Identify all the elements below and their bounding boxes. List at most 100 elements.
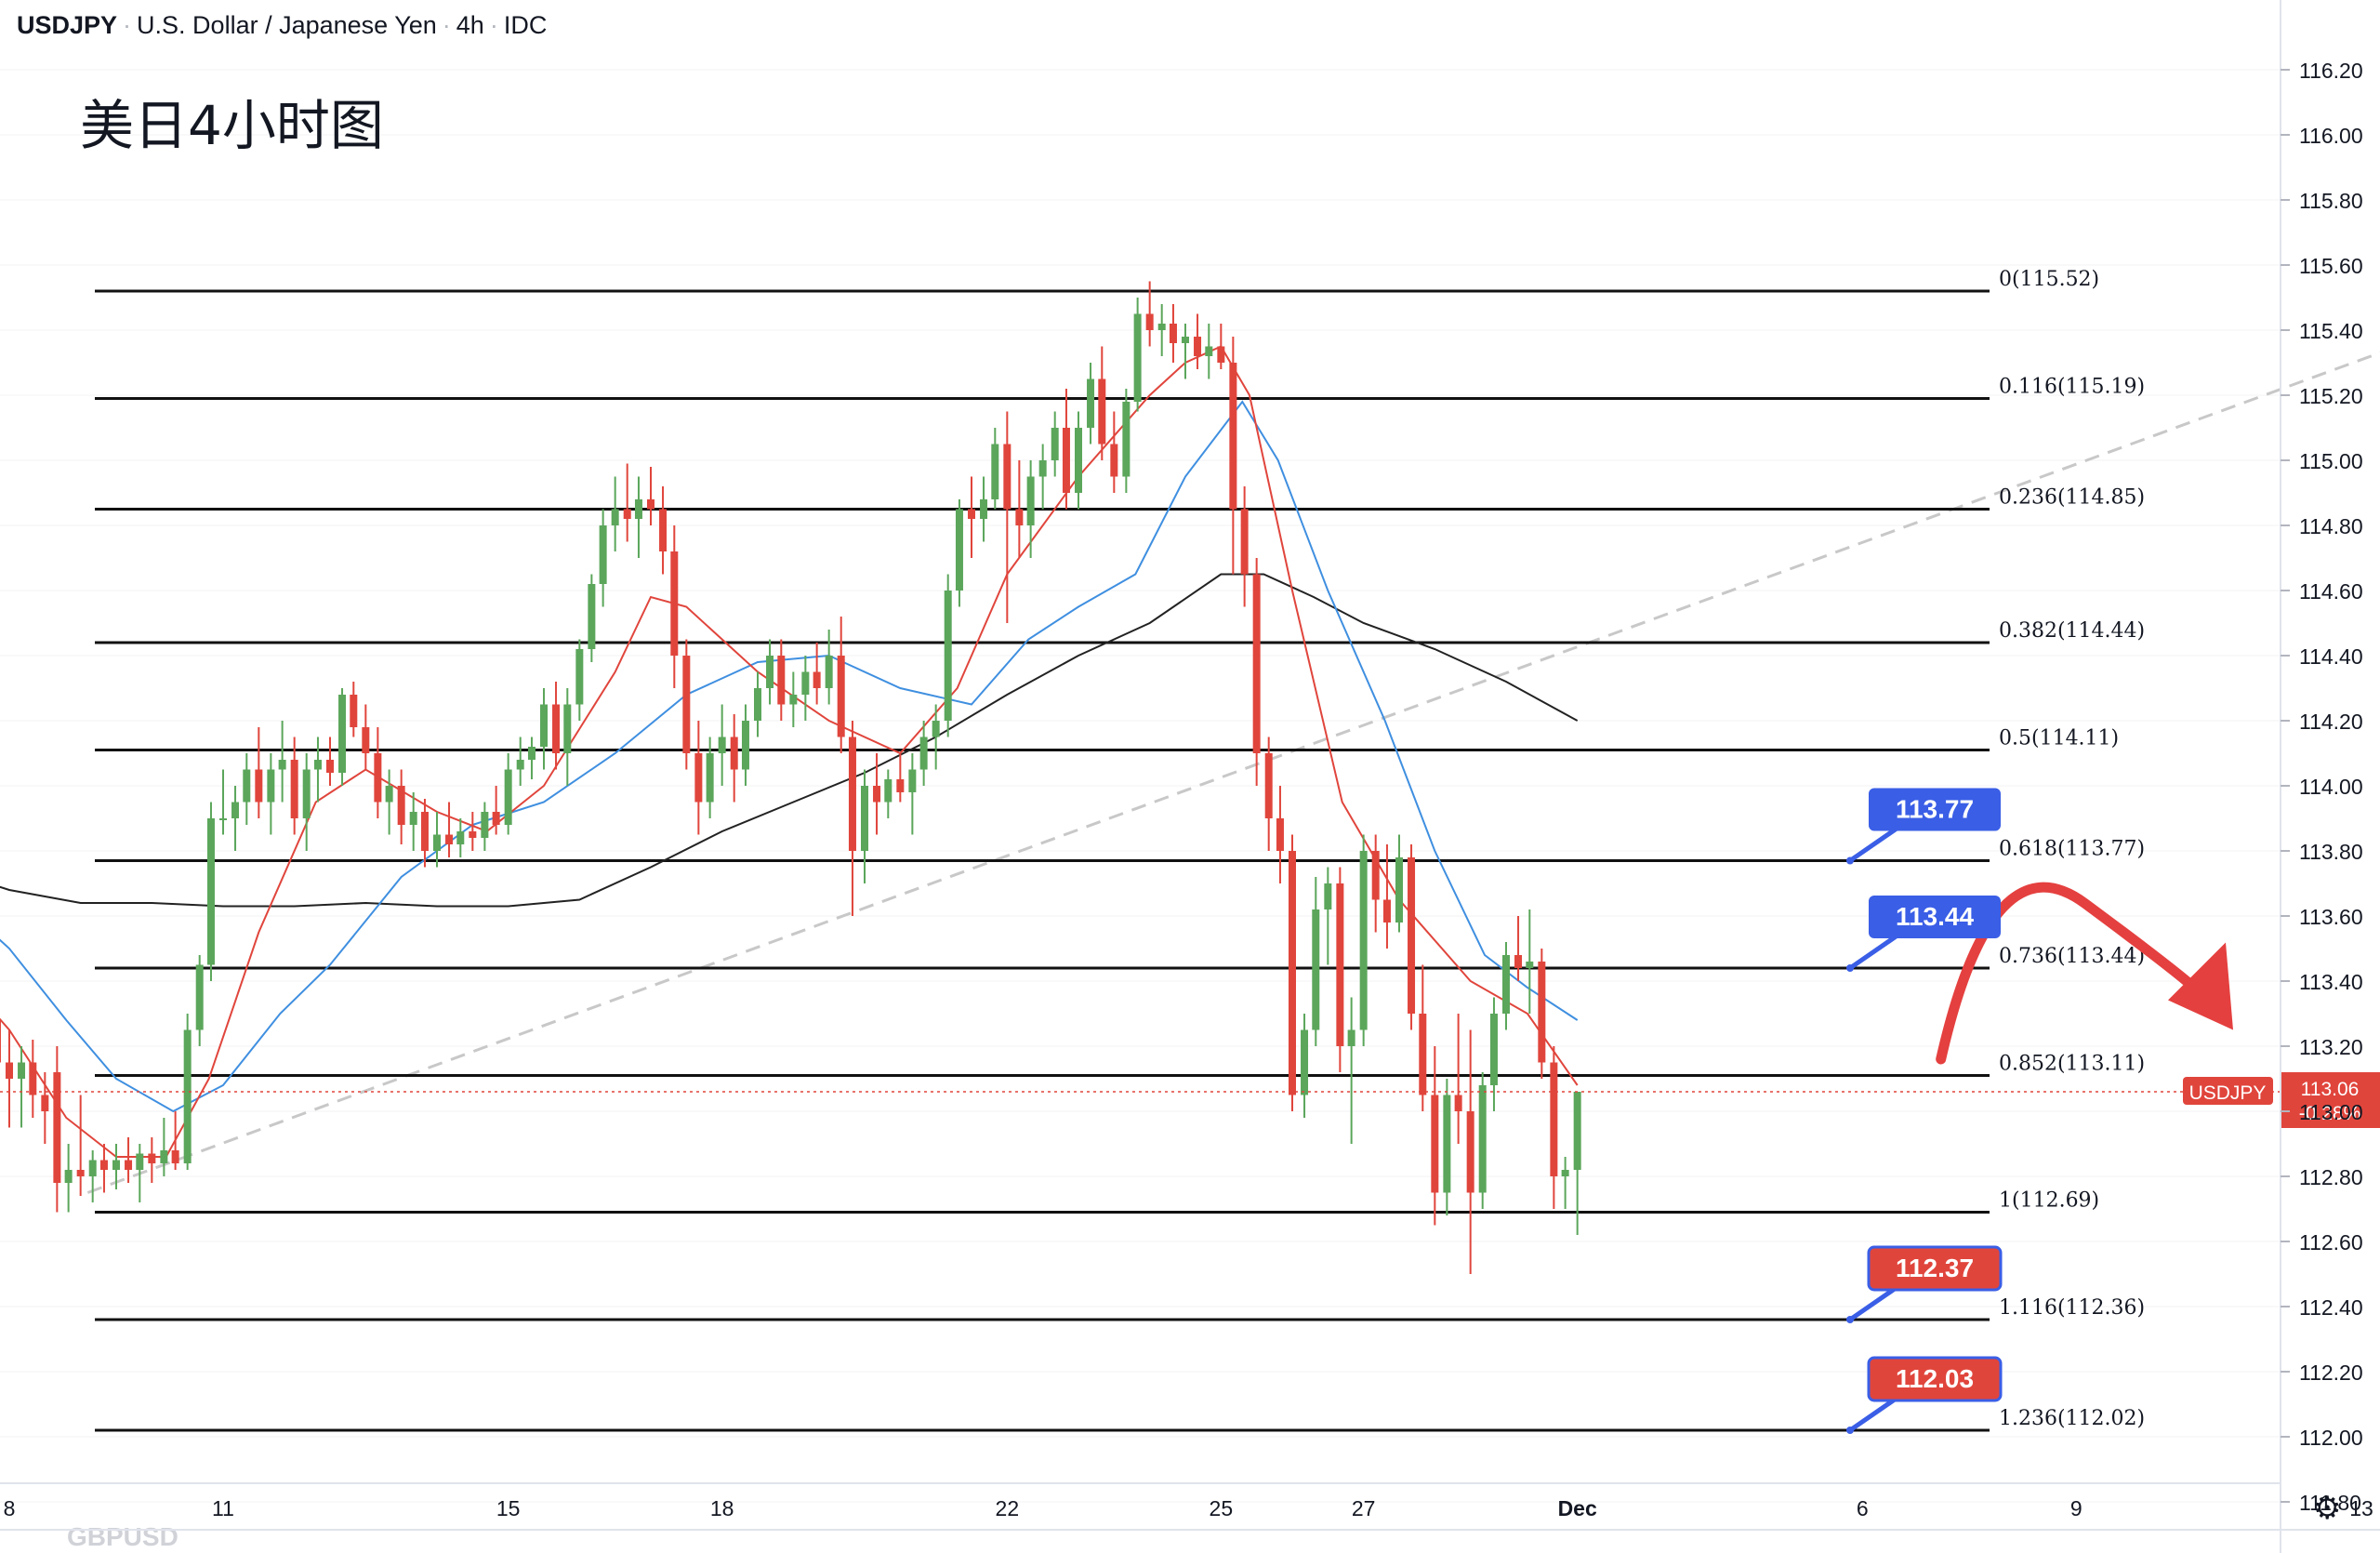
candle xyxy=(896,753,905,803)
candle-body xyxy=(1550,1062,1558,1176)
candle xyxy=(1038,444,1047,510)
candle xyxy=(1157,304,1166,356)
candle-body xyxy=(1145,313,1154,330)
candle xyxy=(1062,389,1070,510)
candle xyxy=(255,727,263,818)
candle xyxy=(1110,411,1118,493)
candle-body xyxy=(1087,378,1095,428)
candle xyxy=(1169,304,1177,363)
candle xyxy=(18,1046,26,1128)
price-badge-anchor xyxy=(1846,1316,1854,1323)
candle xyxy=(338,688,347,786)
candle xyxy=(1526,909,1534,1014)
candle xyxy=(944,574,952,737)
projection-arrow xyxy=(1936,882,2233,1065)
candle xyxy=(1301,1014,1309,1118)
price-tick-label: 112.00 xyxy=(2299,1426,2363,1450)
fib-level-label: 1(112.69) xyxy=(1999,1189,2099,1213)
candle-body xyxy=(1382,899,1391,923)
candle xyxy=(492,786,500,835)
fib-level-label: 1.236(112.02) xyxy=(1999,1407,2145,1430)
candle-body xyxy=(1169,324,1177,343)
candle xyxy=(1217,324,1225,369)
candle-body xyxy=(861,786,868,851)
candle xyxy=(919,721,928,786)
candle xyxy=(694,721,703,835)
candle-body xyxy=(338,695,347,773)
candle xyxy=(243,753,251,825)
candle-body xyxy=(527,747,536,760)
symbol-name[interactable]: USDJPY xyxy=(17,11,118,39)
candle-body xyxy=(754,688,761,721)
candle xyxy=(350,682,358,737)
candle-body xyxy=(456,831,465,844)
candle xyxy=(1395,834,1403,933)
candle-body xyxy=(825,656,833,688)
candle xyxy=(1312,877,1320,1046)
candle xyxy=(1431,1046,1439,1226)
symbol-header[interactable]: USDJPY · U.S. Dollar / Japanese Yen · 4h · IDC xyxy=(17,11,547,40)
current-price-change: -0.28% xyxy=(2299,1103,2361,1124)
candle xyxy=(1371,834,1380,933)
candle xyxy=(825,630,833,705)
candle-body xyxy=(1573,1092,1581,1170)
candle xyxy=(1336,867,1344,1072)
interval[interactable]: 4h xyxy=(456,11,484,39)
gear-icon[interactable]: ⚙ xyxy=(2313,1491,2342,1526)
chart-annotation-title: 美日4小时图 xyxy=(80,94,384,157)
candle-body xyxy=(1489,1014,1498,1085)
candle-body xyxy=(706,753,714,803)
candle-body xyxy=(41,1095,49,1111)
candle xyxy=(469,812,477,851)
candle xyxy=(1075,411,1082,510)
candle-body xyxy=(1561,1170,1569,1176)
candle-body xyxy=(944,591,952,721)
price-tick-label: 113.80 xyxy=(2299,840,2363,864)
candle-body xyxy=(420,812,429,851)
candle xyxy=(801,656,810,721)
candle-body xyxy=(991,444,999,499)
candle xyxy=(1324,867,1332,965)
candle-body xyxy=(694,753,703,803)
candle-body xyxy=(955,509,963,591)
price-badge-anchor xyxy=(1846,856,1854,865)
current-price-line: USDJPY 113.06 -0.28% xyxy=(0,1072,2380,1128)
candle xyxy=(183,1014,192,1170)
fibonacci-retracement[interactable]: 0(115.52) 0.116(115.19) 0.236(114.85) 0.382… xyxy=(95,268,2145,1432)
candle-body xyxy=(231,802,240,818)
candle xyxy=(670,525,679,688)
candle xyxy=(1026,460,1035,558)
candle xyxy=(6,1029,13,1128)
price-badge-anchor xyxy=(1846,1427,1854,1434)
price-tick-label: 112.60 xyxy=(2299,1230,2363,1254)
candle xyxy=(848,721,856,916)
price-badge-label: 112.03 xyxy=(1896,1364,1974,1393)
candle-body xyxy=(932,721,940,737)
price-tick-label: 112.80 xyxy=(2299,1165,2363,1189)
candle-body xyxy=(634,499,642,519)
candle xyxy=(374,727,382,818)
price-badge-box xyxy=(1867,1356,2003,1402)
candle-body xyxy=(896,779,905,792)
candle-body xyxy=(492,812,500,825)
current-price-value: 113.06 xyxy=(2301,1079,2360,1100)
candle xyxy=(682,639,691,770)
candle-body xyxy=(1062,428,1070,493)
candle-body xyxy=(1051,428,1059,460)
candle-body xyxy=(1240,509,1249,575)
dashed-trendline xyxy=(86,351,2380,1194)
candle-body xyxy=(1454,1095,1462,1111)
trend-line-layer xyxy=(86,351,2380,1194)
candle xyxy=(1015,460,1024,558)
candle xyxy=(611,476,619,551)
candle xyxy=(148,1137,156,1183)
candle-body xyxy=(243,769,251,803)
candle xyxy=(634,476,642,558)
candle-body xyxy=(789,695,798,705)
candle-body xyxy=(385,786,393,803)
candle-body xyxy=(1478,1085,1487,1193)
candle xyxy=(1276,786,1284,883)
candle-body xyxy=(1443,1095,1451,1193)
